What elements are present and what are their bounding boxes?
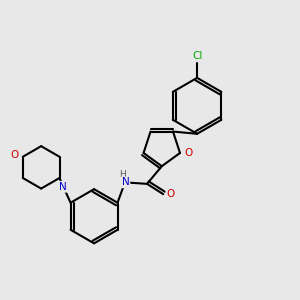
Text: O: O bbox=[11, 150, 19, 160]
Text: N: N bbox=[58, 182, 66, 192]
Text: N: N bbox=[122, 177, 129, 188]
Text: H: H bbox=[119, 169, 126, 178]
Text: O: O bbox=[167, 189, 175, 199]
Text: O: O bbox=[184, 148, 192, 158]
Text: Cl: Cl bbox=[192, 51, 202, 61]
